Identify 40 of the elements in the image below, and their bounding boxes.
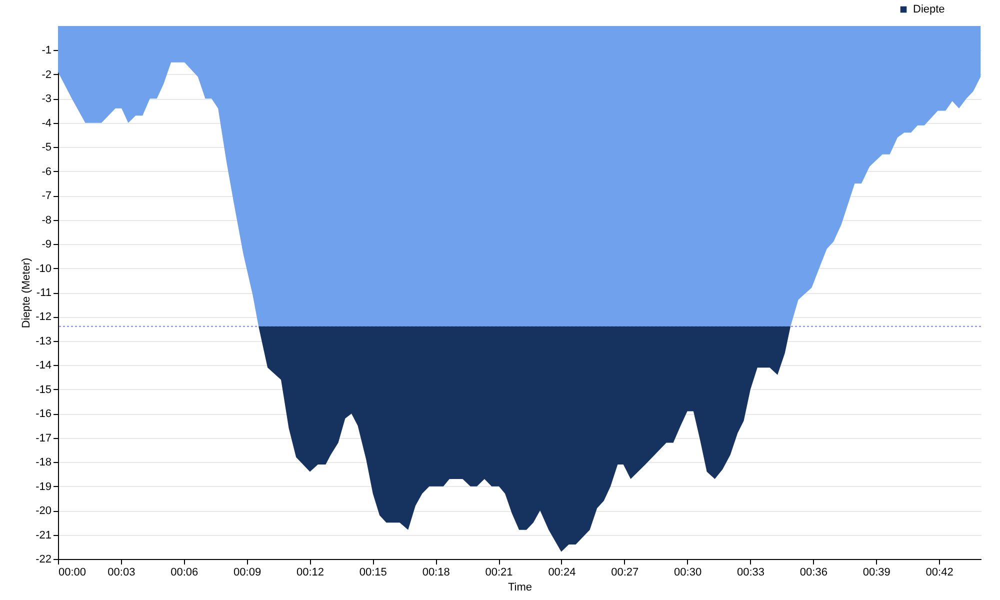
- y-tick-label: -6: [42, 166, 52, 178]
- x-tick-label: 00:12: [296, 566, 324, 578]
- x-tick-label: 00:18: [422, 566, 450, 578]
- y-tick-label: -3: [42, 93, 52, 106]
- y-tick-label: -9: [42, 238, 52, 251]
- x-tick-label: 00:03: [108, 566, 136, 578]
- x-tick-label: 00:06: [170, 566, 198, 578]
- y-tick-label: -17: [36, 432, 52, 444]
- y-axis-title: Diepte (Meter): [20, 258, 33, 328]
- x-tick-label: 00:09: [234, 566, 262, 578]
- y-tick-label: -4: [42, 117, 52, 130]
- y-tick-label: -2: [42, 68, 52, 81]
- y-tick-label: -16: [36, 408, 52, 420]
- y-tick-label: -10: [36, 262, 52, 275]
- y-tick-label: -8: [42, 214, 52, 226]
- x-tick-label: 00:00: [58, 566, 86, 578]
- x-tick-label: 00:39: [862, 566, 890, 578]
- y-tick-label: -19: [36, 480, 52, 493]
- x-tick-label: 00:30: [674, 566, 702, 578]
- y-tick-label: -1: [42, 44, 52, 57]
- y-tick-label: -22: [36, 554, 52, 566]
- x-tick-label: 00:21: [485, 566, 513, 578]
- y-tick-label: -12: [36, 311, 52, 324]
- y-tick-label: -14: [36, 360, 52, 372]
- y-tick-label: -15: [36, 384, 52, 396]
- x-tick-label: 00:27: [611, 566, 639, 578]
- y-tick-label: -11: [36, 287, 52, 299]
- x-tick-label: 00:33: [736, 566, 765, 578]
- x-axis-title: Time: [508, 582, 532, 594]
- y-tick-label: -7: [42, 190, 52, 202]
- x-tick-label: 00:36: [800, 566, 828, 578]
- x-tick-label: 00:42: [926, 566, 954, 578]
- y-tick-label: -5: [42, 142, 52, 154]
- y-tick-label: -18: [36, 456, 52, 469]
- y-tick-label: -20: [36, 505, 52, 518]
- x-tick-label: 00:15: [359, 566, 387, 578]
- y-tick-label: -21: [36, 529, 52, 542]
- legend-label: Diepte: [913, 4, 945, 16]
- y-tick-label: -13: [36, 335, 52, 348]
- x-tick-label: 00:24: [548, 566, 576, 578]
